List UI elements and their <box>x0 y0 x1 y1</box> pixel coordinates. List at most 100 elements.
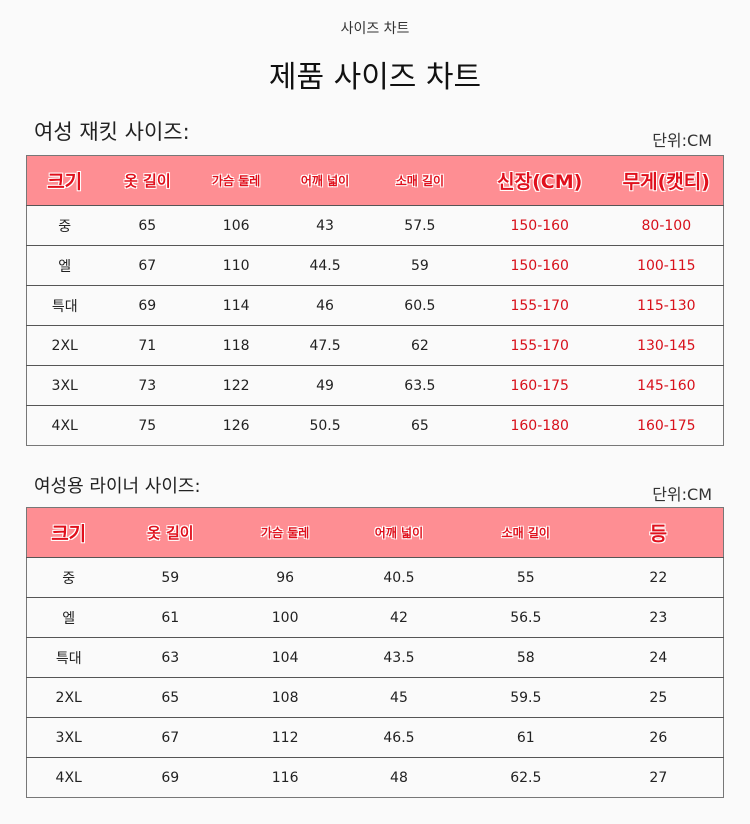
liner-size-table: 크기 옷 길이 가슴 둘레 어깨 넓이 소매 길이 등 중 59 96 40.5 55 22 엘 61 10… <box>26 507 724 798</box>
table-row: 중 65 106 43 57.5 150-160 80-100 <box>26 205 724 246</box>
table-cell: 3XL <box>26 717 111 758</box>
table-cell: 122 <box>192 365 281 406</box>
table-cell: 155-170 <box>469 325 610 366</box>
table-cell: 67 <box>102 245 193 286</box>
table-cell: 4XL <box>26 757 111 798</box>
table-row: 3XL 67 112 46.5 61 26 <box>26 717 724 758</box>
jacket-section-title: 여성 재킷 사이즈: <box>34 120 190 144</box>
table-cell: 160-175 <box>469 365 610 406</box>
table-row: 4XL 75 126 50.5 65 160-180 160-175 <box>26 405 724 446</box>
table-cell: 45 <box>340 677 458 718</box>
table-cell: 특대 <box>26 637 111 678</box>
table-cell: 62 <box>369 325 470 366</box>
jacket-size-table: 크기 옷 길이 가슴 둘레 어깨 넓이 소매 길이 신장(CM) 무게(캣티) 중 65 106 4… <box>26 155 724 446</box>
table-cell: 25 <box>593 677 724 718</box>
table-cell: 69 <box>110 757 231 798</box>
table-row: 중 59 96 40.5 55 22 <box>26 557 724 598</box>
table-cell: 59 <box>110 557 231 598</box>
table-cell: 27 <box>593 757 724 798</box>
table-cell: 62.5 <box>457 757 594 798</box>
table-row: 엘 67 110 44.5 59 150-160 100-115 <box>26 245 724 286</box>
table-cell: 중 <box>26 557 111 598</box>
table-cell: 22 <box>593 557 724 598</box>
column-header: 크기 <box>26 507 111 558</box>
table-cell: 110 <box>192 245 281 286</box>
column-header: 크기 <box>26 155 103 206</box>
table-cell: 116 <box>230 757 341 798</box>
table-cell: 150-160 <box>469 245 610 286</box>
table-cell: 특대 <box>26 285 103 326</box>
table-cell: 63 <box>110 637 231 678</box>
column-header: 등 <box>593 507 724 558</box>
table-row: 특대 69 114 46 60.5 155-170 115-130 <box>26 285 724 326</box>
column-header: 무게(캣티) <box>609 155 724 206</box>
table-cell: 49 <box>280 365 370 406</box>
table-cell: 57.5 <box>369 205 470 246</box>
jacket-unit-label: 단위:CM <box>652 131 712 150</box>
liner-unit-label: 단위:CM <box>652 485 712 504</box>
table-cell: 118 <box>192 325 281 366</box>
table-cell: 65 <box>102 205 193 246</box>
table-cell: 112 <box>230 717 341 758</box>
column-header: 신장(CM) <box>469 155 610 206</box>
table-row: 2XL 65 108 45 59.5 25 <box>26 677 724 718</box>
table-cell: 23 <box>593 597 724 638</box>
table-cell: 115-130 <box>609 285 724 326</box>
table-cell: 26 <box>593 717 724 758</box>
table-cell: 61 <box>110 597 231 638</box>
table-cell: 106 <box>192 205 281 246</box>
table-cell: 40.5 <box>340 557 458 598</box>
table-cell: 43.5 <box>340 637 458 678</box>
table-cell: 145-160 <box>609 365 724 406</box>
table-cell: 75 <box>102 405 193 446</box>
table-cell: 100-115 <box>609 245 724 286</box>
page-title: 제품 사이즈 차트 <box>268 60 482 95</box>
table-cell: 80-100 <box>609 205 724 246</box>
table-cell: 24 <box>593 637 724 678</box>
column-header: 소매 길이 <box>369 155 470 206</box>
table-cell: 60.5 <box>369 285 470 326</box>
table-cell: 69 <box>102 285 193 326</box>
table-cell: 160-175 <box>609 405 724 446</box>
table-cell: 71 <box>102 325 193 366</box>
table-cell: 58 <box>457 637 594 678</box>
column-header: 어깨 넓이 <box>280 155 370 206</box>
table-cell: 96 <box>230 557 341 598</box>
table-cell: 100 <box>230 597 341 638</box>
table-row: 4XL 69 116 48 62.5 27 <box>26 757 724 798</box>
column-header: 옷 길이 <box>102 155 193 206</box>
table-cell: 46.5 <box>340 717 458 758</box>
column-header: 옷 길이 <box>110 507 231 558</box>
table-cell: 61 <box>457 717 594 758</box>
table-cell: 63.5 <box>369 365 470 406</box>
table-cell: 104 <box>230 637 341 678</box>
table-cell: 155-170 <box>469 285 610 326</box>
table-cell: 65 <box>369 405 470 446</box>
table-cell: 43 <box>280 205 370 246</box>
table-cell: 56.5 <box>457 597 594 638</box>
table-cell: 4XL <box>26 405 103 446</box>
table-cell: 67 <box>110 717 231 758</box>
table-row: 2XL 71 118 47.5 62 155-170 130-145 <box>26 325 724 366</box>
table-cell: 중 <box>26 205 103 246</box>
table-cell: 150-160 <box>469 205 610 246</box>
table-cell: 46 <box>280 285 370 326</box>
table-row: 엘 61 100 42 56.5 23 <box>26 597 724 638</box>
table-row: 3XL 73 122 49 63.5 160-175 145-160 <box>26 365 724 406</box>
table-cell: 엘 <box>26 245 103 286</box>
table-cell: 50.5 <box>280 405 370 446</box>
column-header: 어깨 넓이 <box>340 507 458 558</box>
table-cell: 130-145 <box>609 325 724 366</box>
table-cell: 59 <box>369 245 470 286</box>
table-cell: 126 <box>192 405 281 446</box>
chart-subtitle: 사이즈 차트 <box>340 21 410 37</box>
table-cell: 160-180 <box>469 405 610 446</box>
table-row: 특대 63 104 43.5 58 24 <box>26 637 724 678</box>
table-cell: 48 <box>340 757 458 798</box>
table-cell: 47.5 <box>280 325 370 366</box>
table-cell: 55 <box>457 557 594 598</box>
table-cell: 3XL <box>26 365 103 406</box>
liner-section-title: 여성용 라이너 사이즈: <box>34 476 201 497</box>
table-cell: 65 <box>110 677 231 718</box>
table-cell: 2XL <box>26 677 111 718</box>
